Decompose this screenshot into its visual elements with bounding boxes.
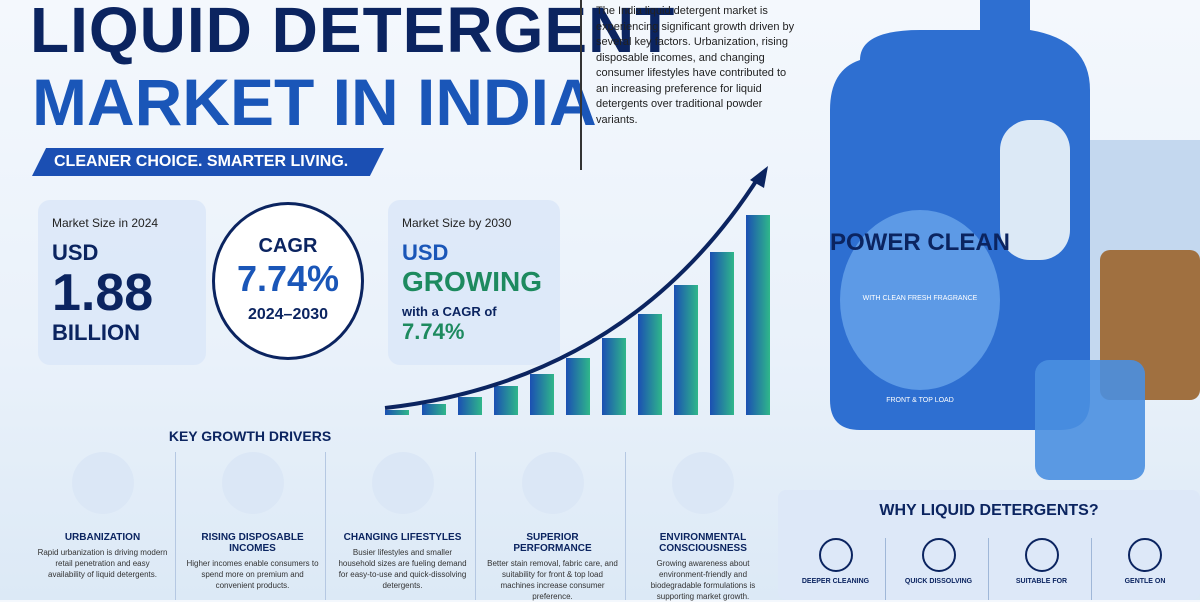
title: LIQUID DETERGENT xyxy=(30,0,676,66)
why-label: GENTLE ON xyxy=(1124,578,1166,585)
note: with a CAGR of xyxy=(402,304,497,319)
driver-title: ENVIRONMENTAL CONSCIOUSNESS xyxy=(659,532,747,554)
badge: FRONT & TOP LOAD xyxy=(886,397,954,404)
why-label: DEEPER CLEANING xyxy=(801,578,870,585)
stat-value: 7.74% xyxy=(236,258,340,299)
product-tagline: WITH CLEAN FRESH FRAGRANCE xyxy=(863,295,978,302)
currency: USD xyxy=(402,240,449,265)
stat-card: Market Size by 2030 USD GROWING with a C… xyxy=(388,200,560,365)
driver: URBANIZATION Rapid urbanization is drivin… xyxy=(30,452,176,600)
stat-label: CAGR xyxy=(258,235,318,257)
why-box: WHY LIQUID DETERGENTS? DEEPER CLEANING QU… xyxy=(778,490,1200,600)
stat-label: Market Size by 2030 xyxy=(402,216,512,230)
driver: RISING DISPOSABLE INCOMES Higher incomes … xyxy=(180,452,326,600)
driver-text: Rapid urbanization is driving modern ret… xyxy=(37,548,168,579)
handle xyxy=(1000,120,1070,260)
why-label: SUITABLE FOR xyxy=(1015,578,1068,585)
why-item: DEEPER CLEANING xyxy=(786,538,886,600)
why-icon xyxy=(1024,538,1059,572)
rate: 7.74% xyxy=(402,319,465,344)
driver-icon xyxy=(222,452,284,514)
why-title: WHY LIQUID DETERGENTS? xyxy=(879,502,1099,519)
driver-title: URBANIZATION xyxy=(64,532,141,543)
stat-card: Market Size in 2024 USD 1.88 BILLION xyxy=(38,200,206,365)
intro: The India liquid detergent market is exp… xyxy=(580,0,800,170)
driver-text: Growing awareness about environment-frie… xyxy=(650,559,756,601)
growth-graphic xyxy=(384,166,770,415)
driver-title: SUPERIOR PERFORMANCE xyxy=(513,532,592,554)
stat-label: Market Size in 2024 xyxy=(52,216,159,230)
why-item: QUICK DISSOLVING xyxy=(889,538,989,600)
driver-icon xyxy=(72,452,134,514)
driver: SUPERIOR PERFORMANCE Better stain removal… xyxy=(480,452,626,601)
arrow-head xyxy=(750,166,768,188)
trend-arrow xyxy=(384,173,762,410)
product-illustration: POWER CLEAN WITH CLEAN FRESH FRAGRANCE F… xyxy=(830,0,1200,480)
period: 2024–2030 xyxy=(247,306,329,323)
why-icon xyxy=(818,538,853,572)
stat-circle: CAGR 7.74% 2024–2030 xyxy=(212,202,364,360)
driver-icon xyxy=(372,452,434,514)
unit: BILLION xyxy=(52,320,140,345)
driver-icon xyxy=(672,452,734,514)
why-item: SUITABLE FOR xyxy=(992,538,1092,600)
tagline: CLEANER CHOICE. SMARTER LIVING. xyxy=(32,148,384,176)
cap xyxy=(1035,360,1145,480)
label xyxy=(840,210,1000,390)
why-item: GENTLE ON xyxy=(1095,538,1195,600)
brand: POWER CLEAN xyxy=(830,229,1010,256)
driver-title: CHANGING LIFESTYLES xyxy=(343,532,462,543)
why-icon xyxy=(1128,538,1162,572)
why-icon xyxy=(921,538,956,572)
currency: USD xyxy=(52,240,99,265)
driver: CHANGING LIFESTYLES Busier lifestyles and… xyxy=(330,452,476,600)
bars xyxy=(385,215,770,415)
driver: ENVIRONMENTAL CONSCIOUSNESS Growing aware… xyxy=(630,452,776,601)
title: MARKET IN INDIA xyxy=(32,65,597,139)
driver-text: Higher incomes enable consumers to spend… xyxy=(186,559,319,590)
stat-value: GROWING xyxy=(402,266,542,297)
section-title: KEY GROWTH DRIVERS xyxy=(168,428,332,444)
driver-icon xyxy=(522,452,584,514)
driver-title: RISING DISPOSABLE INCOMES xyxy=(201,532,304,554)
stat-value: 1.88 xyxy=(52,264,154,322)
why-label: QUICK DISSOLVING xyxy=(904,578,973,585)
driver-text: Better stain removal, fabric care, and s… xyxy=(487,559,618,601)
driver-text: Busier lifestyles and smaller household … xyxy=(338,548,467,590)
